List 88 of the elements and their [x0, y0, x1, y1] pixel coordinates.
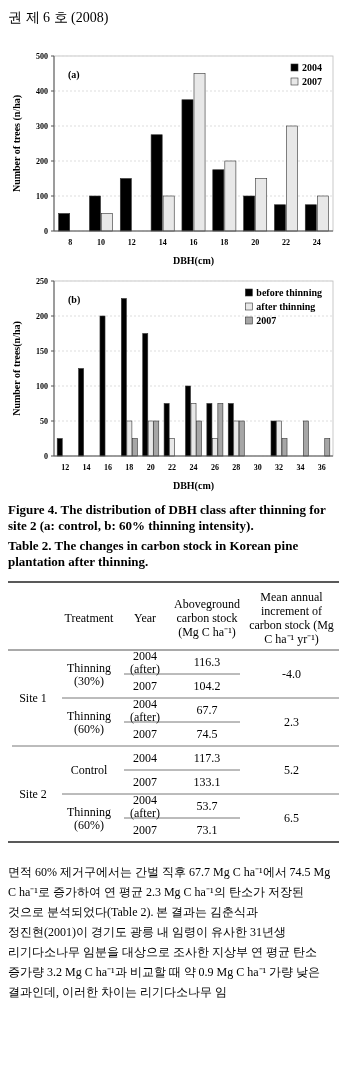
legend-label: 2007 — [256, 315, 277, 326]
bar — [56, 438, 63, 457]
bar — [58, 213, 70, 232]
bar — [324, 438, 331, 457]
text: 117.3 — [193, 751, 221, 766]
x-axis-title: DBH(cm) — [172, 255, 215, 267]
y-tick-label: 500 — [36, 51, 48, 61]
text: 2004 (after) — [130, 648, 160, 676]
text: 6.5 — [284, 811, 299, 826]
text: Site 2 — [19, 787, 47, 802]
category-label: Aboveground carbon stock (Mg C ha⁻¹) — [174, 597, 240, 640]
x-tick-label: 12 — [61, 463, 70, 472]
x-axis-title: DBH(cm) — [172, 480, 215, 492]
text: Table 2. The changes in carbon stock in Korean pine plantation after thinning. — [8, 538, 299, 569]
category-label: Treatment — [64, 611, 115, 626]
x-tick-label: 18 — [220, 238, 229, 247]
text: 2007 — [133, 775, 157, 790]
y-tick-label: 200 — [36, 311, 48, 321]
caption: Figure 4. The distribution of DBH class after thinning for site 2 (a: control, b: 60% thinning intensity). — [8, 502, 327, 533]
text: 2004 (after) — [130, 792, 160, 820]
text: Thinning (30%) — [67, 660, 111, 688]
y-tick-label: 0 — [44, 451, 48, 461]
x-tick-label: 24 — [312, 238, 321, 247]
y-tick-label: 100 — [36, 191, 48, 201]
y-tick-label: 0 — [44, 226, 48, 236]
x-tick-label: 12 — [127, 238, 136, 247]
y-tick-label: 300 — [36, 121, 48, 131]
text: 73.1 — [196, 823, 218, 838]
x-tick-label: 20 — [146, 463, 155, 472]
text: 2004 (after) — [130, 696, 160, 724]
legend-label: before thinning — [256, 287, 323, 298]
text: 116.3 — [193, 655, 221, 670]
annotation: (a) — [68, 69, 80, 81]
y-axis-title: Number of trees(n/ha) — [11, 321, 23, 416]
x-tick-label: 20 — [251, 238, 260, 247]
text: Control — [70, 763, 108, 778]
annotation: (b) — [68, 294, 81, 306]
legend-label: 2004 — [302, 62, 322, 73]
x-tick-label: 32 — [275, 463, 284, 472]
text: -4.0 — [282, 667, 301, 682]
y-tick-label: 150 — [36, 346, 48, 356]
bar — [99, 315, 106, 457]
text: 2.3 — [284, 715, 299, 730]
text: 5.2 — [284, 763, 299, 778]
legend-label: 2007 — [302, 76, 322, 87]
y-tick-label: 250 — [36, 276, 48, 286]
x-tick-label: 14 — [82, 463, 91, 472]
x-tick-label: 22 — [168, 463, 177, 472]
x-tick-label: 10 — [97, 238, 106, 247]
x-tick-label: 36 — [317, 463, 326, 472]
text: 면적 60% 제거구에서는 간벌 직후 67.7 Mg C ha⁻¹에서 74.5 Mg C ha⁻¹로 증가하여 연 평균 2.3 Mg C ha⁻¹의 탄소가 저장된 것으로 분석되었다(Table 2). 본 결과는 김춘식과 정진현(2001)이 경기도 광릉 내 임령이 유사한 31년생 리기다소나무 임분을 대상으로 조사한 지상부 연 평균 탄소 증가량 3.2 Mg C ha⁻¹과 비교할 때 약 0.9 Mg C ha⁻¹ 가량 낮은 결과인데, 이러한 차이는 리기다소나무 임 — [8, 865, 331, 999]
x-tick-label: 28 — [232, 463, 241, 472]
x-tick-label: 22 — [281, 238, 290, 247]
x-tick-label: 8 — [68, 238, 73, 247]
text: 104.2 — [193, 679, 221, 694]
y-axis-title: Number of trees (n/ha) — [11, 94, 23, 193]
text: Thinning (60%) — [67, 708, 111, 736]
text: 67.7 — [196, 703, 218, 718]
text: 2007 — [133, 727, 157, 742]
text: 53.7 — [196, 799, 218, 814]
bar — [303, 420, 309, 457]
x-tick-label: 24 — [189, 463, 198, 472]
bar — [78, 368, 84, 457]
bar — [206, 403, 213, 457]
x-tick-label: 18 — [125, 463, 134, 472]
text: 74.5 — [196, 727, 218, 742]
bar — [119, 178, 132, 232]
y-tick-label: 400 — [36, 86, 48, 96]
x-tick-label: 16 — [189, 238, 198, 247]
y-tick-label: 100 — [36, 381, 48, 391]
x-tick-label: 34 — [296, 463, 305, 472]
category-label: Mean annual increment of carbon stock (Mg C ha⁻¹ yr⁻¹) — [249, 590, 334, 647]
x-tick-label: 30 — [253, 463, 262, 472]
chart-title: 권 제 6 호 (2008) — [8, 10, 109, 26]
text: 2007 — [133, 823, 157, 838]
text: 2004 — [133, 751, 157, 766]
text: 2007 — [133, 679, 157, 694]
x-tick-label: 14 — [158, 238, 167, 247]
y-tick-label: 50 — [40, 416, 48, 426]
text: Site 1 — [19, 691, 47, 706]
y-tick-label: 200 — [36, 156, 48, 166]
text: 133.1 — [193, 775, 221, 790]
text: Thinning (60%) — [67, 804, 111, 832]
category-label: Year — [133, 611, 157, 626]
x-tick-label: 26 — [210, 463, 219, 472]
bar — [142, 333, 149, 457]
legend-label: after thinning — [256, 301, 316, 312]
x-tick-label: 16 — [103, 463, 112, 472]
